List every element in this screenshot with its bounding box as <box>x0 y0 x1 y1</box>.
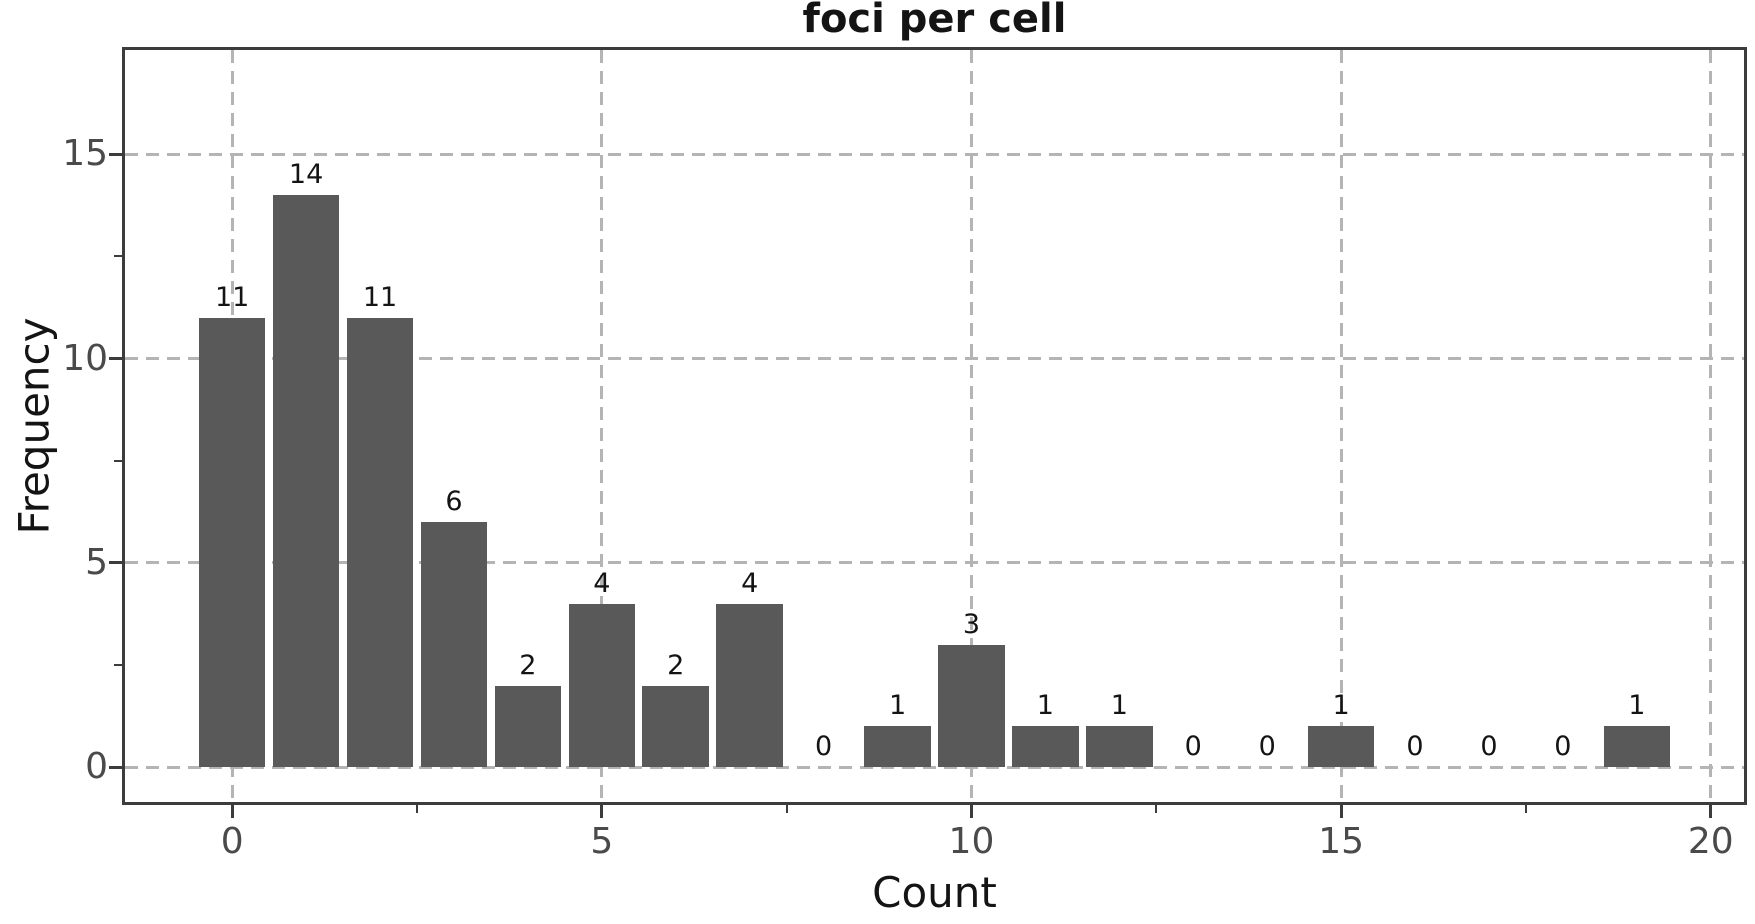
bar <box>716 603 783 768</box>
y-tick-label: 5 <box>85 541 108 583</box>
bar-value-label: 0 <box>815 731 833 763</box>
bar-value-label: 11 <box>215 281 250 313</box>
bar <box>938 644 1005 768</box>
bar <box>1603 726 1671 768</box>
bar-value-label: 6 <box>445 486 463 518</box>
x-tick-label: 5 <box>590 821 614 862</box>
bar-value-label: 3 <box>962 608 981 640</box>
y-minor-tick-mark <box>114 459 122 462</box>
x-axis-label: Count <box>872 868 997 917</box>
bar-value-label: 0 <box>1258 731 1276 763</box>
bar-value-label: 11 <box>362 281 398 313</box>
bar-value-label: 0 <box>1406 731 1424 763</box>
bar <box>420 522 488 768</box>
y-tick-mark <box>109 561 122 565</box>
x-tick-label: 15 <box>1318 821 1364 862</box>
bar <box>642 685 710 768</box>
bar-value-label: 1 <box>888 690 907 722</box>
bar <box>1307 726 1375 768</box>
x-tick-mark <box>600 805 604 818</box>
y-minor-tick-mark <box>114 664 122 667</box>
bar-value-label: 2 <box>519 649 537 681</box>
x-minor-tick-mark <box>1524 805 1527 813</box>
bar-value-label: 1 <box>1110 690 1128 722</box>
bar-value-label: 1 <box>1036 690 1054 722</box>
x-tick-label: 20 <box>1687 821 1734 862</box>
y-tick-mark <box>109 357 122 361</box>
y-tick-label: 0 <box>85 746 108 788</box>
chart-title: foci per cell <box>802 0 1067 42</box>
y-gridline <box>125 765 1744 769</box>
bar-value-label: 0 <box>1554 731 1572 763</box>
x-tick-mark <box>1339 805 1343 818</box>
bar-value-label: 14 <box>288 159 324 191</box>
x-minor-tick-mark <box>785 805 788 813</box>
bar-value-label: 2 <box>667 649 685 681</box>
y-gridline <box>125 357 1744 361</box>
x-tick-label: 0 <box>220 821 244 862</box>
bar-value-label: 4 <box>741 567 759 599</box>
y-gridline <box>125 152 1744 156</box>
x-gridline <box>1709 50 1713 802</box>
bar-value-label: 4 <box>593 567 611 599</box>
x-tick-label: 10 <box>948 821 995 862</box>
bar-value-label: 0 <box>1480 731 1498 763</box>
bar <box>1012 726 1079 768</box>
bar <box>494 685 562 768</box>
bar <box>272 195 340 768</box>
bar <box>1086 726 1153 768</box>
x-gridline <box>600 50 604 802</box>
x-gridline <box>969 50 973 802</box>
x-gridline <box>1339 50 1343 802</box>
x-tick-mark <box>969 805 973 818</box>
y-tick-mark <box>109 152 122 156</box>
y-axis-label: Frequency <box>9 317 59 535</box>
x-tick-mark <box>230 805 234 818</box>
y-tick-mark <box>109 765 122 769</box>
x-minor-tick-mark <box>1155 805 1158 813</box>
x-tick-mark <box>1709 805 1713 818</box>
x-minor-tick-mark <box>416 805 418 813</box>
y-tick-label: 10 <box>62 337 108 379</box>
bar-value-label: 0 <box>1184 731 1202 763</box>
bar <box>346 317 414 768</box>
y-gridline <box>125 561 1744 565</box>
bar <box>864 726 931 768</box>
bar-value-label: 1 <box>1332 690 1350 722</box>
bar <box>568 603 636 768</box>
bar <box>198 317 266 768</box>
y-minor-tick-mark <box>114 255 122 258</box>
bar-value-label: 1 <box>1628 690 1646 722</box>
y-tick-label: 15 <box>62 133 108 175</box>
